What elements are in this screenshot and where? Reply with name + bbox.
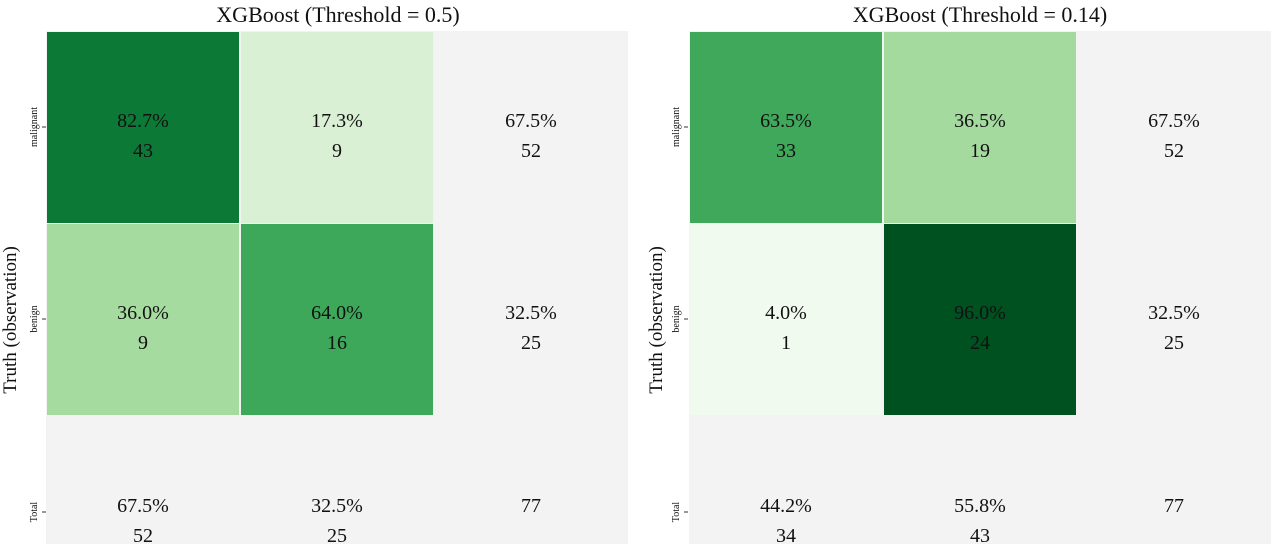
cell-percent-label: 63.5% — [760, 110, 812, 132]
cell-count-label: 9 — [332, 140, 342, 162]
cell-percent-label: 4.0% — [765, 302, 807, 324]
confusion-matrix-panel-threshold-05: XGBoost (Threshold = 0.5) 82.7% 43 17.3% 9 67… — [0, 2, 628, 549]
cell-count-label: 33 — [776, 140, 796, 162]
cell-count-label: 25 — [327, 525, 347, 544]
heatmap-cell-r0-c1 — [241, 32, 433, 223]
cell-percent-label: 32.5% — [505, 302, 557, 324]
cell-count-label: 77 — [1164, 495, 1184, 517]
cell-count-label: 25 — [1164, 332, 1184, 354]
cell-percent-label: 67.5% — [117, 495, 169, 517]
cell-percent-label: 96.0% — [954, 302, 1006, 324]
y-axis-label: Truth (observation) — [646, 246, 667, 394]
cell-count-label: 52 — [1164, 140, 1184, 162]
chart-title: XGBoost (Threshold = 0.5) — [216, 2, 459, 27]
heatmap-cell-r1-c1 — [241, 224, 433, 415]
cell-count-label: 52 — [133, 525, 153, 544]
chart-title: XGBoost (Threshold = 0.14) — [853, 2, 1107, 27]
row-tick-label: malignant — [29, 107, 40, 147]
heatmap-cell-r0-c0 — [690, 32, 882, 223]
row-tick-label: Total — [671, 502, 682, 523]
heatmap-cell-r0-c1 — [884, 32, 1076, 223]
cell-count-label: 1 — [781, 332, 791, 354]
cell-percent-label: 67.5% — [505, 110, 557, 132]
heatmap-cell-r1-c0 — [47, 224, 239, 415]
cell-percent-label: 17.3% — [311, 110, 363, 132]
heatmap-cell-r0-c0 — [47, 32, 239, 223]
cell-count-label: 9 — [138, 332, 148, 354]
cell-percent-label: 44.2% — [760, 495, 812, 517]
row-tick-label: benign — [29, 305, 40, 332]
heatmap-cell-r1-c0 — [690, 224, 882, 415]
cell-count-label: 16 — [327, 332, 347, 354]
cell-count-label: 34 — [776, 525, 796, 544]
confusion-matrix-panel-threshold-014: XGBoost (Threshold = 0.14)63.5%3336.5%19… — [646, 2, 1271, 549]
cell-count-label: 43 — [133, 140, 153, 162]
cell-count-label: 19 — [970, 140, 990, 162]
y-axis-label: Truth (observation) — [0, 246, 21, 394]
cell-percent-label: 36.5% — [954, 110, 1006, 132]
cell-percent-label: 82.7% — [117, 110, 169, 132]
cell-count-label: 52 — [521, 140, 541, 162]
cell-percent-label: 32.5% — [1148, 302, 1200, 324]
row-tick-label: malignant — [671, 107, 682, 147]
cell-count-label: 43 — [970, 525, 990, 544]
cell-count-label: 77 — [521, 495, 541, 517]
row-tick-label: benign — [671, 305, 682, 332]
cell-count-label: 24 — [970, 332, 990, 354]
cell-count-label: 25 — [521, 332, 541, 354]
cell-percent-label: 64.0% — [311, 302, 363, 324]
heatmap-cell-r1-c1 — [884, 224, 1076, 415]
cell-percent-label: 55.8% — [954, 495, 1006, 517]
row-tick-label: Total — [29, 502, 40, 523]
cell-percent-label: 32.5% — [311, 495, 363, 517]
cell-percent-label: 67.5% — [1148, 110, 1200, 132]
cell-percent-label: 36.0% — [117, 302, 169, 324]
